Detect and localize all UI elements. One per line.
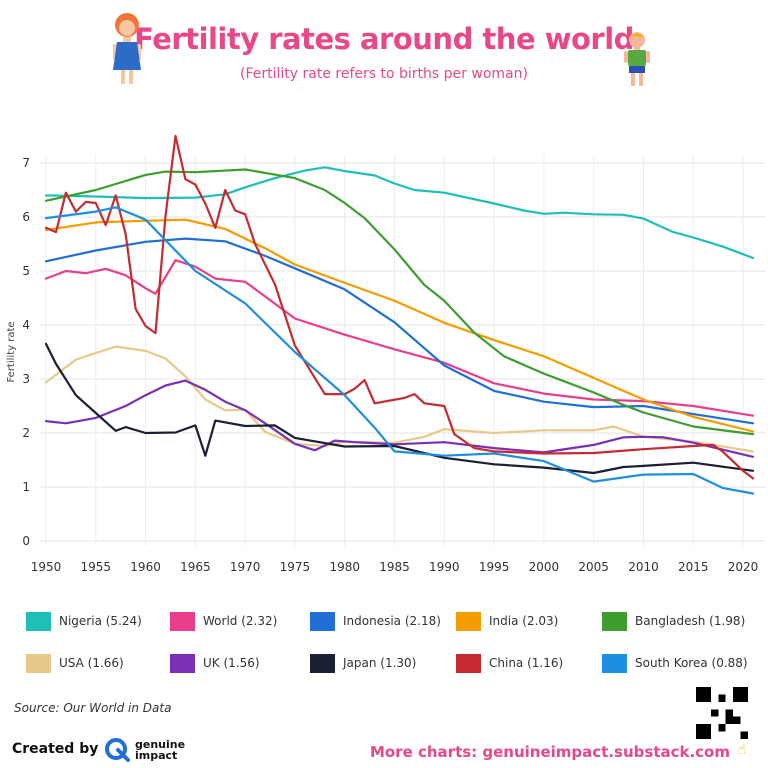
legend-item: USA (1.66) (26, 650, 124, 676)
legend-label: Indonesia (2.18) (343, 614, 441, 628)
x-axis-ticks: 1950 1955 1960 1965 1970 1975 1980 1985 1990 1995… (31, 560, 759, 574)
x-tick-label: 1960 (130, 560, 161, 574)
legend-swatch (602, 611, 627, 631)
y-tick-label: 2 (22, 426, 30, 440)
legend-swatch (456, 653, 481, 673)
boy-figure-icon (624, 32, 650, 86)
x-tick-label: 1970 (230, 560, 261, 574)
source-note: Source: Our World in Data (14, 701, 172, 715)
legend-swatch (456, 611, 481, 631)
created-by-label: Created by (12, 741, 99, 757)
series-line-10 (44, 206, 755, 495)
more-charts-link[interactable]: More charts: genuineimpact.substack.com (369, 743, 730, 761)
brand-line-2: impact (135, 749, 178, 762)
fertility-line-chart: 0 1 2 3 4 5 6 7 1950 1955 1960 1965 1970 1975 1980 198… (6, 134, 766, 574)
pointing-hand-icon: ☝ (737, 742, 746, 758)
brand-name: genuine impact (135, 739, 185, 761)
legend-swatch (170, 611, 195, 631)
legend-label: World (2.32) (203, 614, 278, 628)
x-tick-label: 1980 (329, 560, 360, 574)
x-tick-label: 1975 (280, 560, 311, 574)
y-tick-label: 4 (22, 318, 30, 332)
x-tick-label: 2015 (678, 560, 709, 574)
legend-label: Bangladesh (1.98) (635, 614, 746, 628)
x-tick-label: 1950 (31, 560, 62, 574)
girl-figure-icon (113, 13, 141, 84)
legend-label: South Korea (0.88) (635, 656, 748, 670)
legend-swatch (170, 653, 195, 673)
legend-label: Nigeria (5.24) (59, 614, 142, 628)
legend-label: UK (1.56) (203, 656, 260, 670)
x-tick-label: 1990 (429, 560, 460, 574)
legend-item: Indonesia (2.18) (310, 608, 441, 634)
legend-item: India (2.03) (456, 608, 558, 634)
qr-code-icon (696, 687, 748, 739)
legend-label: Japan (1.30) (343, 656, 417, 670)
legend-swatch (26, 611, 51, 631)
legend-swatch (26, 653, 51, 673)
chart-legend: Nigeria (5.24) World (2.32) Indonesia (2.1… (26, 608, 766, 688)
legend-label: India (2.03) (489, 614, 559, 628)
legend-label: USA (1.66) (59, 656, 124, 670)
legend-swatch (310, 611, 335, 631)
chart-title: Fertility rates around the world (134, 22, 634, 56)
x-tick-label: 1995 (479, 560, 510, 574)
x-tick-label: 2010 (628, 560, 659, 574)
legend-item: Japan (1.30) (310, 650, 416, 676)
legend-label: China (1.16) (489, 656, 564, 670)
y-axis-label: Fertility rate (6, 321, 17, 382)
y-tick-label: 5 (22, 264, 30, 278)
series-line-9 (44, 134, 755, 480)
y-axis-ticks: 0 1 2 3 4 5 6 7 (22, 156, 30, 548)
legend-item: Nigeria (5.24) (26, 608, 142, 634)
x-tick-label: 1985 (379, 560, 410, 574)
legend-swatch (602, 653, 627, 673)
legend-item: China (1.16) (456, 650, 563, 676)
series-line-2 (44, 259, 755, 417)
y-tick-label: 0 (22, 534, 30, 548)
y-tick-label: 7 (22, 156, 30, 170)
series-line-5 (44, 168, 755, 436)
x-tick-label: 1955 (81, 560, 112, 574)
series-line-7 (44, 379, 755, 458)
y-tick-label: 1 (22, 480, 30, 494)
x-tick-label: 2005 (578, 560, 609, 574)
genuine-impact-logo-icon (105, 738, 130, 762)
legend-swatch (310, 653, 335, 673)
x-tick-label: 2000 (529, 560, 560, 574)
chart-grid (40, 155, 766, 546)
chart-subtitle: (Fertility rate refers to births per wom… (240, 66, 528, 82)
chart-series-lines (44, 134, 755, 495)
y-tick-label: 3 (22, 372, 30, 386)
legend-item: South Korea (0.88) (602, 650, 748, 676)
series-line-8 (44, 342, 755, 475)
x-tick-label: 1965 (180, 560, 211, 574)
y-tick-label: 6 (22, 210, 30, 224)
series-line-1 (44, 166, 755, 260)
x-tick-label: 2020 (728, 560, 759, 574)
brand-line-1: genuine (135, 738, 186, 751)
legend-item: Bangladesh (1.98) (602, 608, 745, 634)
legend-item: UK (1.56) (170, 650, 260, 676)
legend-item: World (2.32) (170, 608, 277, 634)
